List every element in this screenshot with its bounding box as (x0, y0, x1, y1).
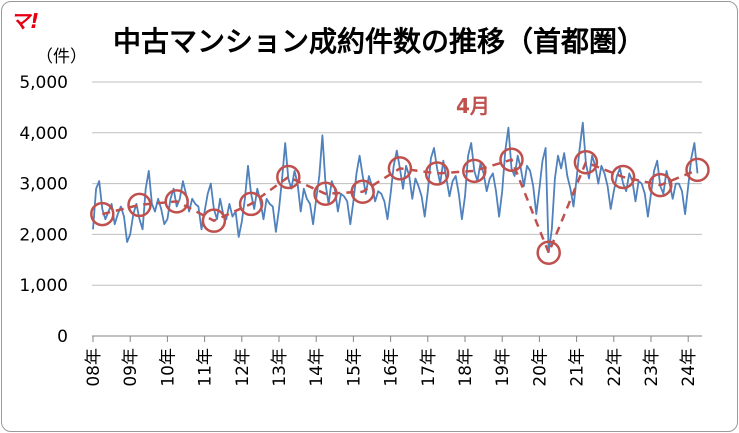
y-axis-unit: （件） (36, 47, 87, 67)
x-tick-label: 12年 (233, 348, 253, 387)
april-marker (685, 157, 710, 183)
april-marker (573, 150, 599, 175)
april-marker (462, 158, 487, 184)
y-tick-label: 4,000 (19, 124, 68, 144)
monthly-series-line (92, 121, 699, 254)
april-marker (313, 181, 338, 207)
y-tick-label: 5,000 (19, 73, 68, 93)
april-marker (90, 201, 115, 227)
april-marker (201, 208, 227, 233)
x-tick-label: 13年 (270, 348, 290, 387)
x-axis: 08年 09年 10年 11年 12年 13年 14年 15年 16年 17年 18年 19年 20年 2… (84, 335, 702, 387)
annotation-april: 4月 (456, 94, 490, 118)
april-marker (648, 172, 673, 198)
april-marker (499, 147, 524, 172)
x-tick-label: 20年 (530, 348, 550, 387)
april-marker (536, 240, 561, 265)
x-tick-label: 19年 (493, 348, 513, 387)
x-tick-label: 18年 (456, 348, 476, 387)
y-tick-label: 1,000 (19, 276, 68, 296)
x-tick-label: 16年 (382, 348, 402, 387)
april-marker (387, 156, 413, 181)
april-marker (238, 191, 264, 217)
x-tick-label: 08年 (84, 348, 104, 387)
gridlines (92, 81, 702, 286)
logo-text: マ! (10, 9, 39, 33)
april-marker (164, 189, 189, 214)
x-tick-label: 14年 (307, 348, 327, 387)
y-axis: 0 1,000 2,000 3,000 4,000 5,000 (19, 73, 68, 347)
x-tick-label: 10年 (158, 348, 178, 387)
april-marker (350, 179, 375, 204)
x-tick-label: 15年 (344, 348, 364, 387)
april-series-line (101, 158, 698, 257)
y-tick-label: 0 (57, 327, 68, 347)
x-tick-label: 24年 (679, 348, 699, 387)
y-tick-label: 3,000 (19, 175, 68, 195)
x-tick-label: 11年 (196, 348, 216, 387)
april-marker (127, 192, 152, 218)
april-marker (424, 161, 450, 186)
y-tick-label: 2,000 (19, 225, 68, 245)
series-group (90, 121, 710, 265)
x-tick-label: 17年 (419, 348, 439, 387)
chart-title: 中古マンション成約件数の推移（首都圏） (113, 25, 645, 58)
x-tick-label: 23年 (642, 348, 662, 387)
x-tick-label: 22年 (605, 348, 625, 387)
x-tick-label: 21年 (568, 348, 588, 387)
april-marker (610, 164, 636, 190)
april-marker (276, 164, 301, 190)
x-tick-label: 09年 (121, 348, 141, 387)
